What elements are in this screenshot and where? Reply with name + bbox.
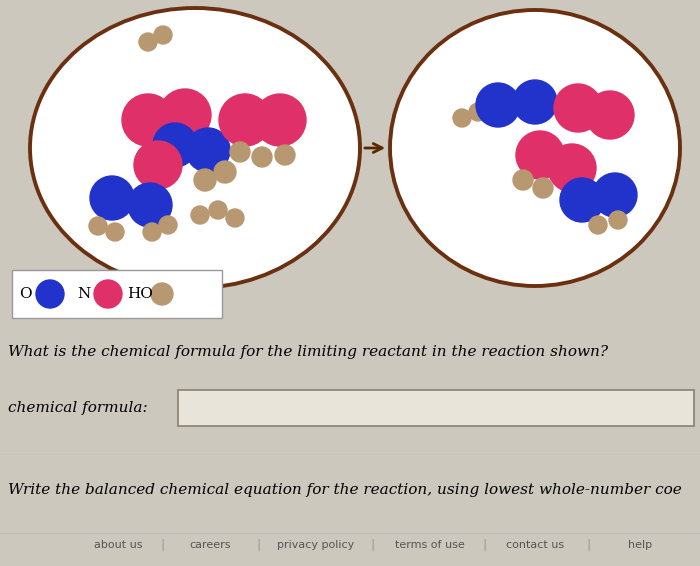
Circle shape [154, 26, 172, 44]
Text: |: | [586, 538, 590, 551]
Circle shape [219, 94, 271, 146]
Circle shape [159, 89, 211, 141]
Circle shape [209, 201, 227, 219]
Circle shape [134, 141, 182, 189]
Circle shape [516, 131, 564, 179]
Circle shape [151, 283, 173, 305]
Circle shape [122, 94, 174, 146]
Circle shape [226, 209, 244, 227]
Circle shape [143, 223, 161, 241]
Text: terms of use: terms of use [395, 540, 465, 550]
Circle shape [254, 94, 306, 146]
Circle shape [533, 178, 553, 198]
Circle shape [453, 109, 471, 127]
Text: chemical formula:: chemical formula: [8, 401, 148, 415]
Circle shape [513, 80, 557, 124]
Text: Write the balanced chemical equation for the reaction, using lowest whole-number: Write the balanced chemical equation for… [8, 483, 682, 497]
Circle shape [560, 178, 604, 222]
Circle shape [586, 91, 634, 139]
Circle shape [252, 147, 272, 167]
Text: |: | [161, 538, 165, 551]
Circle shape [36, 280, 64, 308]
Text: contact us: contact us [506, 540, 564, 550]
Text: help: help [628, 540, 652, 550]
Text: |: | [482, 538, 486, 551]
Bar [178, 390, 694, 426]
Circle shape [513, 170, 533, 190]
Circle shape [214, 161, 236, 183]
Text: What is the chemical formula for the limiting reactant in the reaction shown?: What is the chemical formula for the lim… [8, 345, 608, 359]
Circle shape [230, 142, 250, 162]
Text: O: O [19, 287, 32, 301]
Text: HO: HO [127, 287, 153, 301]
Bar [12, 270, 222, 318]
Text: |: | [370, 538, 374, 551]
Circle shape [593, 173, 637, 217]
Circle shape [476, 83, 520, 127]
Circle shape [139, 33, 157, 51]
Ellipse shape [30, 8, 360, 288]
Circle shape [153, 123, 197, 167]
Circle shape [106, 223, 124, 241]
Circle shape [128, 183, 172, 227]
Text: about us: about us [94, 540, 142, 550]
Text: |: | [256, 538, 260, 551]
Circle shape [275, 145, 295, 165]
Circle shape [609, 211, 627, 229]
Circle shape [191, 206, 209, 224]
Text: N: N [78, 287, 90, 301]
Circle shape [94, 280, 122, 308]
Circle shape [589, 216, 607, 234]
Text: careers: careers [189, 540, 231, 550]
Circle shape [159, 216, 177, 234]
Circle shape [548, 144, 596, 192]
Circle shape [186, 128, 230, 172]
Ellipse shape [390, 10, 680, 286]
Circle shape [554, 84, 602, 132]
Circle shape [90, 176, 134, 220]
Text: privacy policy: privacy policy [277, 540, 355, 550]
Circle shape [89, 217, 107, 235]
Circle shape [194, 169, 216, 191]
Circle shape [469, 103, 487, 121]
